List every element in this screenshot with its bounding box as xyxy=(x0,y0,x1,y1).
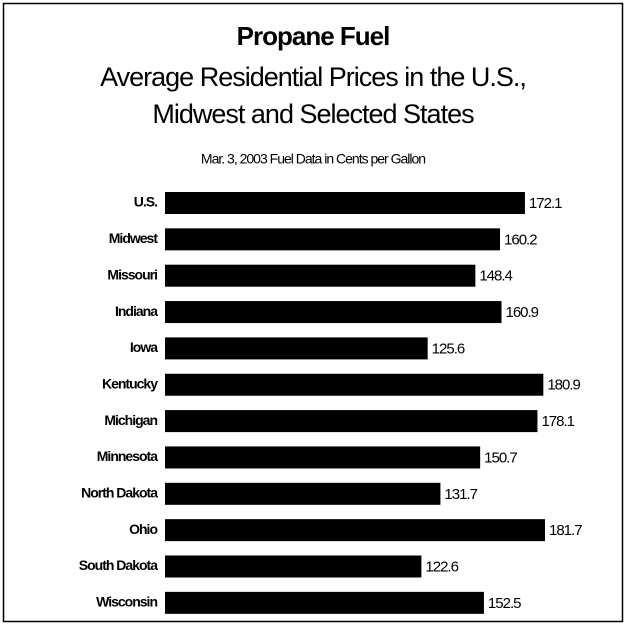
value-label: 160.2 xyxy=(504,231,537,248)
category-label: South Dakota xyxy=(79,557,158,573)
category-label: Midwest xyxy=(109,230,159,246)
chart-title: Propane Fuel xyxy=(237,21,390,51)
bar xyxy=(165,446,481,469)
category-label: Ohio xyxy=(129,521,157,537)
bar xyxy=(165,555,422,578)
bar xyxy=(165,591,484,614)
category-label: Kentucky xyxy=(102,375,158,391)
category-label: Iowa xyxy=(130,339,158,355)
value-label: 148.4 xyxy=(479,268,512,285)
value-label: 181.7 xyxy=(549,522,582,539)
bar xyxy=(165,519,545,542)
value-label: 122.6 xyxy=(425,558,458,575)
category-label: Wisconsin xyxy=(96,594,157,610)
category-label: North Dakota xyxy=(81,485,158,501)
category-label: Indiana xyxy=(115,303,158,319)
bar xyxy=(165,228,501,251)
value-label: 160.9 xyxy=(505,304,538,321)
bar xyxy=(165,410,538,433)
category-label: Missouri xyxy=(107,266,157,282)
value-label: 178.1 xyxy=(541,413,574,430)
category-label: U.S. xyxy=(134,194,157,210)
bar xyxy=(165,192,525,214)
bar xyxy=(165,264,476,287)
bar xyxy=(165,337,428,360)
value-label: 125.6 xyxy=(432,340,465,357)
value-label: 172.1 xyxy=(529,195,562,212)
category-label: Minnesota xyxy=(97,448,158,464)
value-label: 180.9 xyxy=(547,377,580,394)
bar xyxy=(165,301,502,324)
value-label: 131.7 xyxy=(444,486,477,503)
chart-subtitle: Average Residential Prices in the U.S., xyxy=(100,62,526,92)
bar xyxy=(165,482,441,505)
bar xyxy=(165,373,544,396)
chart-note: Mar. 3, 2003 Fuel Data in Cents per Gall… xyxy=(201,151,425,167)
category-label: Michigan xyxy=(104,412,157,428)
value-label: 152.5 xyxy=(488,595,521,612)
chart-subtitle: Midwest and Selected States xyxy=(152,99,474,129)
value-label: 150.7 xyxy=(484,449,517,466)
frame xyxy=(2,2,624,623)
